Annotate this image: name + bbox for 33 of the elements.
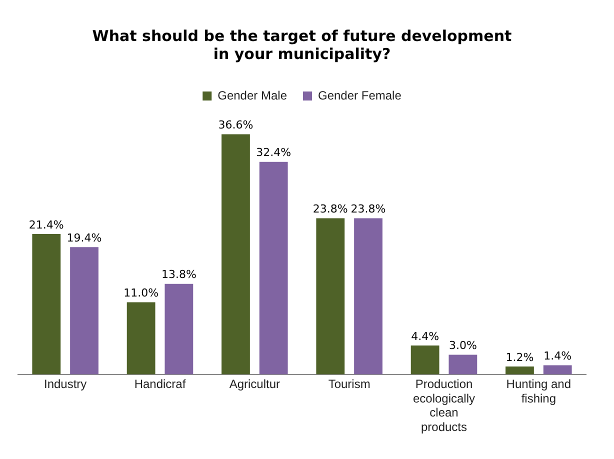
data-label: 4.4% <box>411 330 440 343</box>
bar <box>70 247 98 374</box>
x-tick-label: Tourism <box>328 376 370 391</box>
data-label: 23.8% <box>350 202 386 216</box>
x-tick-label: Industry <box>44 376 87 391</box>
bar <box>222 134 250 374</box>
bar <box>543 365 572 374</box>
data-label: 36.6% <box>218 118 254 132</box>
bar <box>164 284 194 374</box>
bar <box>316 218 345 374</box>
data-label: 1.2% <box>506 350 534 364</box>
bar <box>448 354 478 374</box>
x-tick-label: Agricultur <box>229 376 280 391</box>
bar <box>259 162 288 374</box>
bar <box>354 218 382 374</box>
x-tick-label: Handicraf <box>134 376 186 391</box>
data-label: 13.8% <box>161 268 196 282</box>
x-tick-label: Hunting and fishing <box>506 376 572 406</box>
data-label: 19.4% <box>66 231 102 244</box>
chart-title: What should be the target of future development in your municipality? <box>92 26 512 63</box>
legend-label: Gender Female <box>318 88 402 102</box>
data-label: 3.0% <box>448 339 477 352</box>
bar <box>410 346 440 374</box>
legend-label: Gender Male <box>218 88 288 102</box>
x-tick-label: Production ecologically clean products <box>412 376 476 434</box>
data-label: 21.4% <box>28 218 64 232</box>
data-label: 23.8% <box>312 202 348 216</box>
bar <box>506 366 534 374</box>
bar <box>32 234 61 374</box>
data-label: 1.4% <box>544 350 572 363</box>
data-label: 11.0% <box>124 286 159 300</box>
bar <box>126 302 156 374</box>
data-label: 32.4% <box>256 146 292 160</box>
